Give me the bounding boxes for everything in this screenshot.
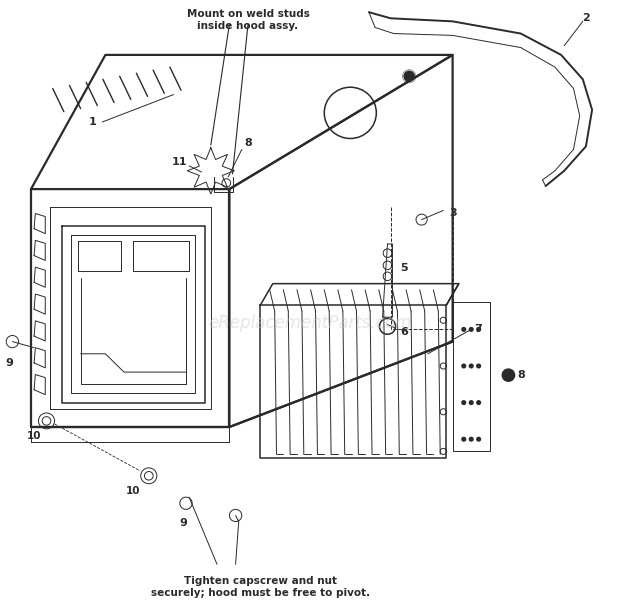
Text: 3: 3 [450,209,457,218]
Text: 9: 9 [179,518,187,528]
Circle shape [469,437,473,441]
Circle shape [462,328,466,331]
Circle shape [462,437,466,441]
Circle shape [502,369,515,381]
Text: 11: 11 [172,157,187,167]
Circle shape [462,401,466,404]
Text: 6: 6 [400,328,408,337]
Text: 2: 2 [582,13,590,23]
Circle shape [477,437,481,441]
Circle shape [469,364,473,368]
Circle shape [403,70,415,82]
Text: eReplacementParts.com: eReplacementParts.com [208,314,412,332]
Text: 9: 9 [6,358,13,368]
Text: 10: 10 [27,431,42,441]
Circle shape [469,401,473,404]
Text: 8: 8 [244,138,252,148]
Circle shape [462,364,466,368]
Text: Mount on weld studs
inside hood assy.: Mount on weld studs inside hood assy. [187,9,309,30]
Text: 7: 7 [474,325,482,334]
Text: 1: 1 [89,117,97,127]
Circle shape [477,328,481,331]
Circle shape [477,401,481,404]
Text: Tighten capscrew and nut
securely; hood must be free to pivot.: Tighten capscrew and nut securely; hood … [151,576,370,598]
Text: 10: 10 [126,486,141,496]
Circle shape [469,328,473,331]
Text: 8: 8 [518,370,525,380]
Circle shape [477,364,481,368]
Text: 5: 5 [400,264,407,273]
